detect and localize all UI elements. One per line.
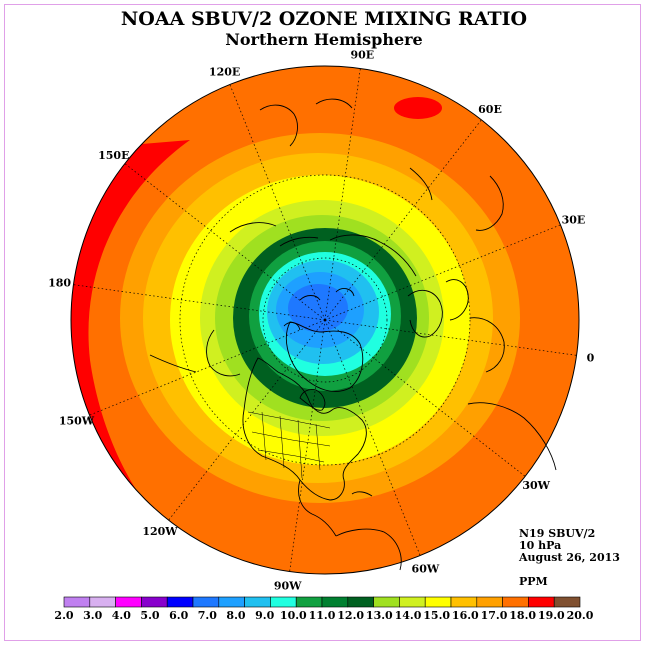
longitude-label: 150W — [59, 414, 95, 427]
colorbar-tick-label: 5.0 — [140, 609, 159, 622]
colorbar-swatch — [347, 596, 374, 608]
longitude-label: 90E — [350, 49, 374, 62]
colorbar-tick-label: 18.0 — [509, 609, 536, 622]
colorbar-swatch — [321, 596, 349, 608]
colorbar-tick-label: 6.0 — [169, 609, 188, 622]
longitude-label: 150E — [98, 149, 129, 162]
state-boundaries — [247, 411, 331, 479]
colorbar-tick-label: 20.0 — [567, 609, 594, 622]
colorbar-tick-label: 17.0 — [481, 609, 508, 622]
colorbar-swatch — [218, 596, 245, 608]
colorbar-tick-labels: 2.0 3.0 4.0 5.0 6.0 7.0 8.0 9.0 10.0 11.0 12.0 13.0… — [54, 609, 593, 622]
colorbar-swatch — [528, 596, 555, 608]
colorbar-swatch — [476, 596, 503, 608]
colorbar-tick-label: 13.0 — [366, 609, 393, 622]
longitude-label: 30W — [522, 479, 550, 492]
colorbar-tick-label: 11.0 — [309, 609, 336, 622]
colorbar-swatch — [89, 596, 116, 608]
colorbar-swatch — [141, 596, 168, 608]
colorbar-tick-label: 9.0 — [255, 609, 274, 622]
colorbar-swatch — [373, 596, 400, 608]
colorbar-tick-label: 14.0 — [395, 609, 422, 622]
colorbar-tick-label: 12.0 — [337, 609, 364, 622]
latitude-grid — [179, 174, 471, 466]
date-label: August 26, 2013 — [519, 551, 620, 564]
longitude-label: 90W — [274, 579, 302, 592]
longitude-label: 30E — [562, 214, 586, 227]
colorbar-tick-label: 10.0 — [280, 609, 307, 622]
longitude-label: 60W — [412, 562, 440, 575]
plot-frame — [4, 4, 641, 641]
colorbar-tick-label: 3.0 — [83, 609, 102, 622]
colorbar-tick-label: 19.0 — [538, 609, 565, 622]
longitude-label: 120W — [142, 525, 178, 538]
colorbar-tick-label: 16.0 — [452, 609, 479, 622]
colorbar-swatch — [270, 596, 297, 608]
colorbar-swatch — [115, 596, 142, 608]
map-boundary — [70, 65, 580, 575]
instrument-label: N19 SBUV/2 — [519, 527, 596, 540]
colorbar-swatch — [244, 596, 271, 608]
longitude-labels: 0 30E 60E 90E 120E 150E 180 150W 120W 90W 60W 30W — [48, 49, 594, 593]
units-label: PPM — [519, 575, 548, 588]
colorbar-tick-label: 15.0 — [423, 609, 450, 622]
colorbar-swatch — [424, 596, 452, 608]
colorbar-tick-label: 4.0 — [112, 609, 131, 622]
colorbar-tick-label: 7.0 — [198, 609, 217, 622]
pressure-level-label: 10 hPa — [519, 539, 562, 552]
longitude-label: 120E — [209, 66, 240, 79]
longitude-label: 180 — [48, 277, 71, 290]
colorbar-swatch — [553, 596, 581, 608]
colorbar-swatch — [450, 596, 478, 608]
ozone-contour-fill — [71, 66, 579, 574]
colorbar-swatch — [399, 596, 426, 608]
longitude-label: 60E — [478, 103, 502, 116]
colorbar-tick-label: 8.0 — [226, 609, 245, 622]
colorbar-swatches — [63, 596, 581, 608]
colorbar-tick-label: 2.0 — [54, 609, 73, 622]
longitude-label: 0 — [587, 351, 595, 364]
info-block: N19 SBUV/2 10 hPa August 26, 2013 — [519, 528, 620, 564]
colorbar-swatch — [192, 596, 220, 608]
map-title: NOAA SBUV/2 OZONE MIXING RATIO — [120, 8, 528, 30]
colorbar-swatch — [295, 596, 323, 608]
colorbar-swatch — [166, 596, 194, 608]
colorbar-swatch — [502, 596, 529, 608]
colorbar-swatch — [63, 596, 91, 608]
coastlines — [149, 98, 557, 571]
map-subtitle: Northern Hemisphere — [225, 30, 423, 49]
